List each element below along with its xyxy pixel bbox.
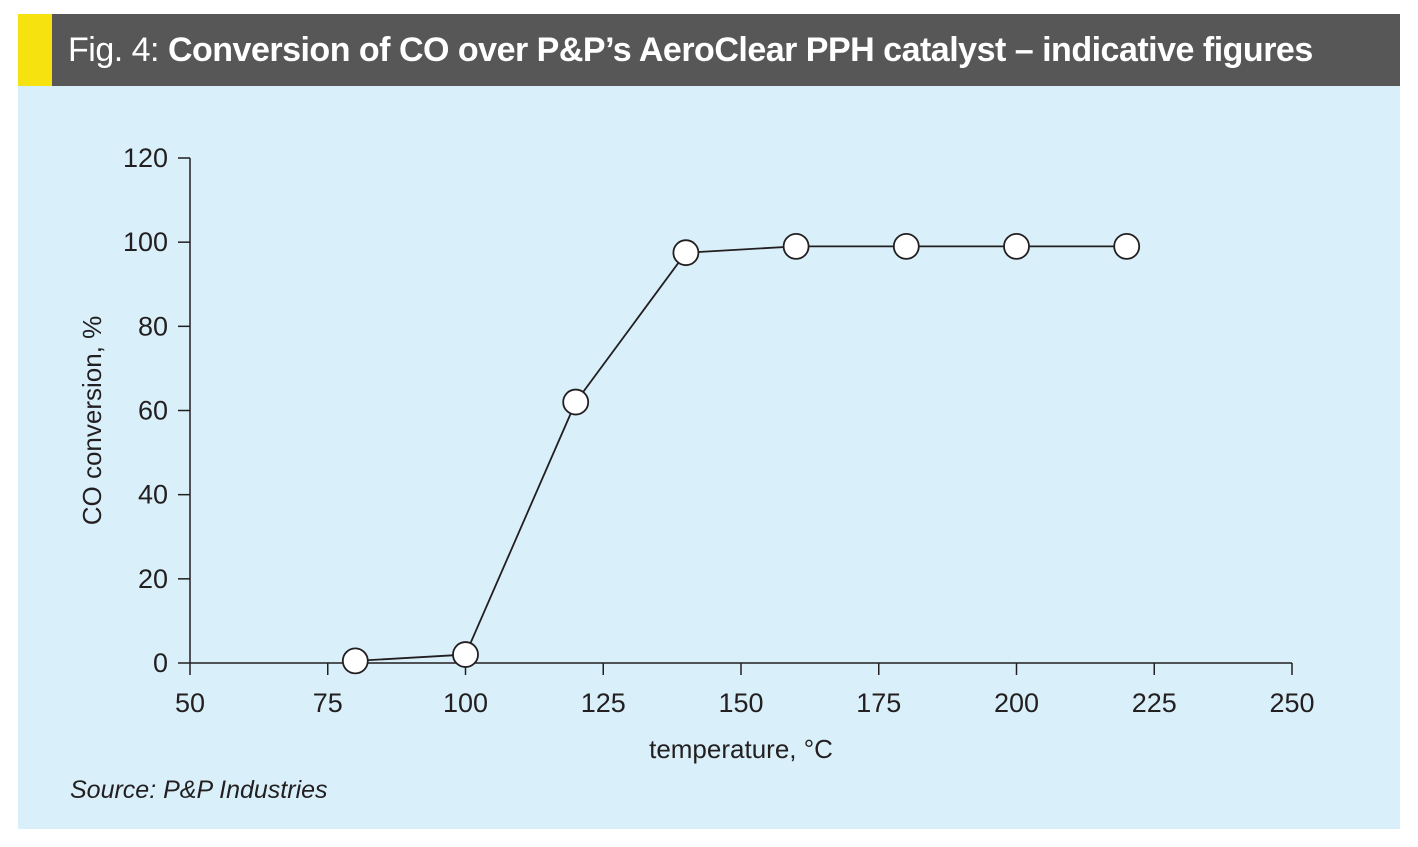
y-tick-label: 60	[138, 396, 168, 426]
data-point	[341, 647, 369, 675]
x-axis-label: temperature, °C	[649, 734, 833, 764]
data-point	[452, 641, 479, 668]
x-tick-label: 175	[856, 688, 901, 718]
figure-title: Conversion of CO over P&P’s AeroClear PP…	[167, 31, 1313, 69]
series-line	[355, 245, 1127, 662]
x-tick-label: 50	[175, 688, 205, 718]
data-point	[672, 239, 700, 267]
figure-label: Fig. 4:	[68, 31, 168, 69]
data-point	[782, 232, 810, 260]
figure-heading: Fig. 4: Conversion of CO over P&P’s Aero…	[68, 14, 1313, 86]
y-tick-label: 120	[123, 143, 168, 173]
data-point	[892, 232, 920, 260]
x-tick-label: 150	[718, 688, 763, 718]
y-tick-label: 20	[138, 564, 168, 594]
y-axis-label: CO conversion, %	[77, 316, 107, 526]
line-chart: 50 75 100 125 150 175 200 225 250 0 20 40 60 80 100 120…	[77, 143, 1315, 764]
header-accent-bar	[18, 14, 52, 86]
figure-header: Fig. 4: Conversion of CO over P&P’s Aero…	[18, 14, 1400, 86]
source-note: Source: P&P Industries	[70, 776, 328, 804]
x-tick-label: 125	[581, 688, 626, 718]
y-tick-label: 80	[138, 311, 168, 341]
y-tick-label: 100	[123, 227, 168, 257]
x-tick-label: 200	[994, 688, 1039, 718]
y-tick-label: 40	[138, 480, 168, 510]
chart-ticks: 50 75 100 125 150 175 200 225 250 0 20 40 60 80 100 120	[123, 143, 1315, 718]
chart-series	[341, 232, 1141, 675]
x-tick-label: 225	[1132, 688, 1177, 718]
figure-panel: Fig. 4: Conversion of CO over P&P’s Aero…	[18, 14, 1400, 829]
data-point	[1113, 232, 1141, 260]
y-tick-label: 0	[153, 648, 168, 678]
data-point	[1003, 232, 1030, 260]
x-tick-label: 250	[1269, 688, 1314, 718]
data-point	[562, 388, 590, 416]
x-tick-label: 75	[313, 688, 343, 718]
x-tick-label: 100	[443, 688, 488, 718]
